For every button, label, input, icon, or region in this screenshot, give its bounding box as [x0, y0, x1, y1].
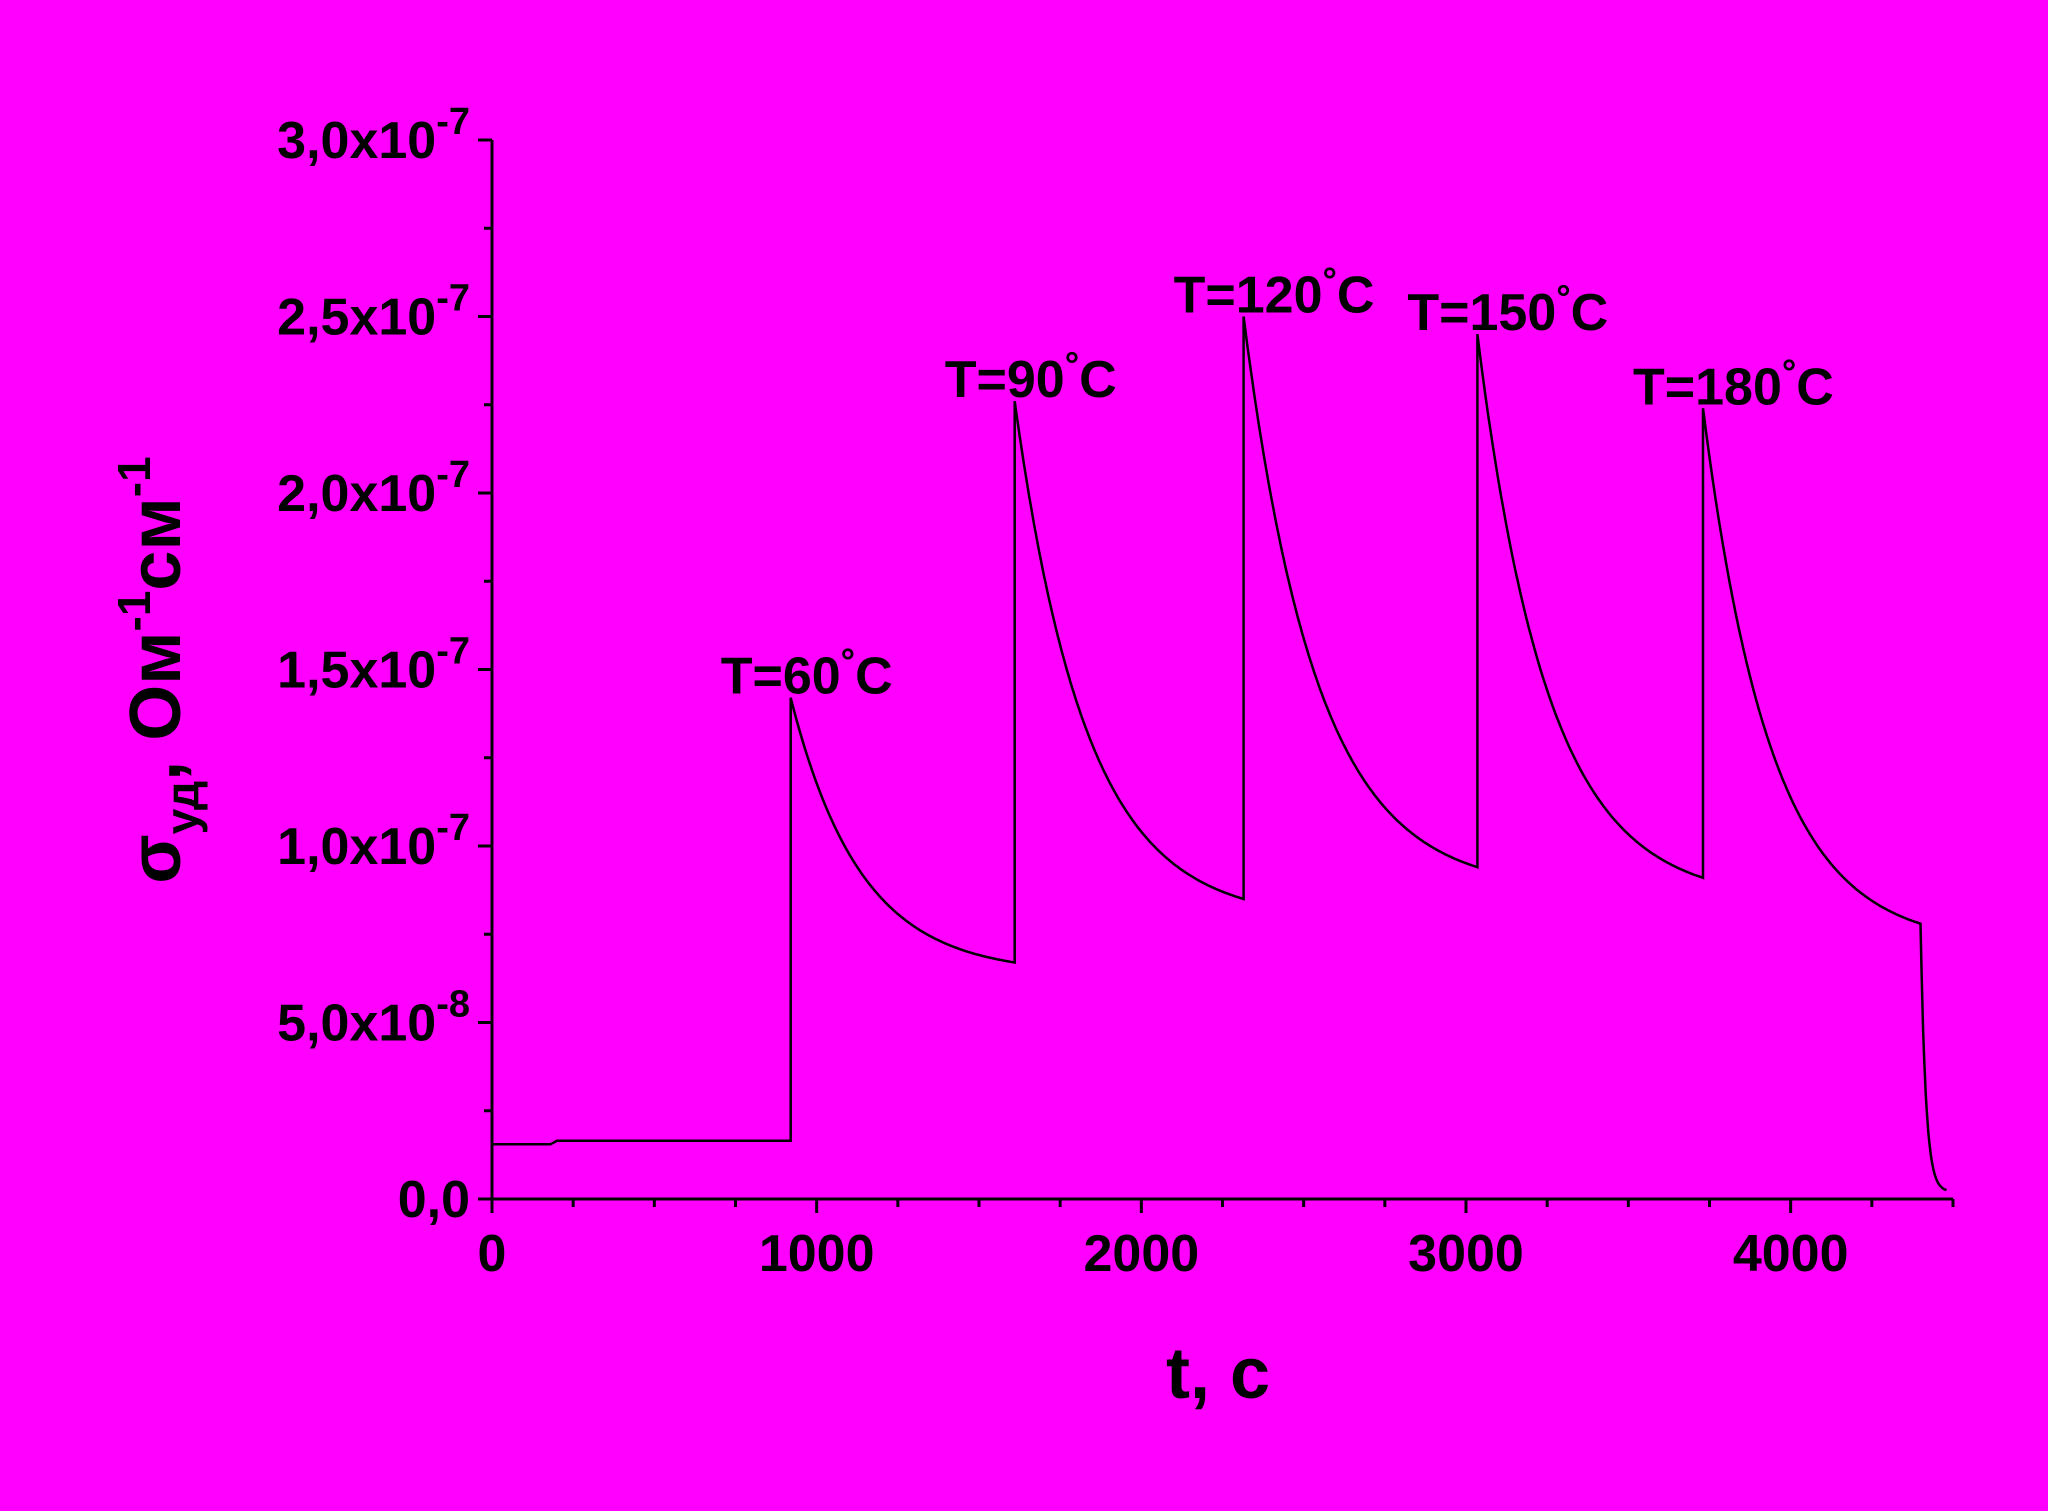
x-tick-label: 3000: [1408, 1225, 1524, 1283]
temperature-annotation: T=150°C: [1407, 277, 1608, 342]
y-tick-label: 1,5x10-7: [277, 631, 470, 700]
y-tick-label: 5,0x10-8: [277, 984, 470, 1053]
x-ticks: 0 1000 2000 3000 4000: [478, 1199, 1955, 1283]
y-axis-label: σуд, Ом-1см-1: [108, 456, 208, 883]
series-line: [492, 316, 1947, 1192]
x-tick-label: 4000: [1733, 1225, 1849, 1283]
y-tick-label: 0,0: [398, 1171, 470, 1229]
y-tick-label: 2,0x10-7: [277, 454, 470, 523]
x-tick-label: 2000: [1083, 1225, 1199, 1283]
y-axis-exp1: -1: [108, 591, 160, 632]
temperature-annotation: T=120°C: [1174, 260, 1375, 325]
x-axis-label: t, с: [1166, 1334, 1270, 1414]
y-axis-unit2: см: [116, 497, 196, 590]
y-tick-label: 2,5x10-7: [277, 278, 470, 347]
y-tick-label: 1,0x10-7: [277, 807, 470, 876]
x-tick-label: 1000: [759, 1225, 875, 1283]
temperature-annotation: T=180°C: [1633, 351, 1834, 416]
temperature-annotation: T=60°C: [721, 641, 893, 706]
y-axis-subscript: уд: [156, 781, 208, 835]
annotations: T=60°C T=90°C T=120°C T=150°C T=180°C: [721, 260, 1834, 706]
y-axis-unit: , Ом: [116, 631, 196, 780]
y-axis-exp2: -1: [108, 456, 160, 497]
y-ticks: 0,0 5,0x10-8 1,0x10-7 1,5x10-7 2,0x10-7 2,5x1…: [277, 101, 492, 1229]
y-axis-symbol: σ: [116, 834, 196, 883]
x-tick-label: 0: [478, 1225, 507, 1283]
temperature-annotation: T=90°C: [945, 344, 1117, 409]
y-tick-label: 3,0x10-7: [277, 101, 470, 170]
